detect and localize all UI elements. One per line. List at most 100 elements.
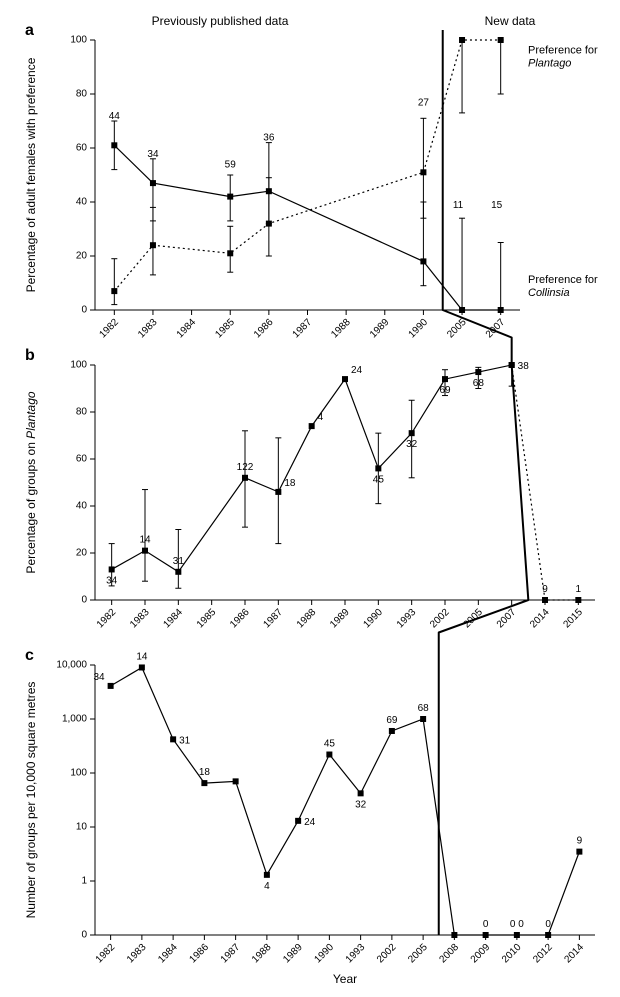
svg-text:1988: 1988 bbox=[329, 317, 353, 341]
svg-text:24: 24 bbox=[304, 817, 316, 828]
svg-text:1985: 1985 bbox=[213, 317, 237, 341]
svg-text:1989: 1989 bbox=[368, 317, 392, 341]
svg-text:69: 69 bbox=[439, 385, 451, 396]
svg-text:69: 69 bbox=[386, 715, 398, 726]
svg-text:a: a bbox=[25, 22, 34, 39]
svg-text:1982: 1982 bbox=[94, 942, 118, 966]
svg-text:1993: 1993 bbox=[344, 942, 368, 966]
svg-text:31: 31 bbox=[179, 735, 191, 746]
svg-text:Collinsia: Collinsia bbox=[528, 287, 570, 299]
svg-text:34: 34 bbox=[94, 672, 106, 683]
svg-text:Percentage of adult females wi: Percentage of adult females with prefere… bbox=[24, 57, 38, 292]
svg-text:1990: 1990 bbox=[407, 317, 431, 341]
svg-text:32: 32 bbox=[406, 439, 418, 450]
svg-text:0 0: 0 0 bbox=[510, 919, 524, 930]
svg-text:4: 4 bbox=[264, 881, 270, 892]
svg-text:11: 11 bbox=[453, 200, 464, 211]
svg-text:0: 0 bbox=[545, 919, 551, 930]
svg-text:80: 80 bbox=[76, 407, 88, 418]
svg-text:68: 68 bbox=[473, 378, 485, 389]
svg-text:2009: 2009 bbox=[469, 942, 493, 966]
svg-text:18: 18 bbox=[199, 767, 211, 778]
svg-text:2014: 2014 bbox=[528, 607, 552, 631]
svg-text:1987: 1987 bbox=[219, 942, 243, 966]
svg-text:40: 40 bbox=[76, 501, 88, 512]
svg-text:1983: 1983 bbox=[128, 607, 152, 631]
svg-text:0: 0 bbox=[483, 919, 489, 930]
svg-text:1988: 1988 bbox=[295, 607, 319, 631]
svg-text:1990: 1990 bbox=[361, 607, 385, 631]
svg-text:1984: 1984 bbox=[175, 317, 199, 341]
svg-text:1985: 1985 bbox=[195, 607, 219, 631]
svg-text:1988: 1988 bbox=[250, 942, 274, 966]
svg-text:38: 38 bbox=[518, 361, 530, 372]
svg-text:1993: 1993 bbox=[395, 607, 419, 631]
svg-text:80: 80 bbox=[76, 89, 88, 100]
svg-text:122: 122 bbox=[237, 462, 254, 473]
svg-text:2014: 2014 bbox=[563, 942, 587, 966]
svg-text:36: 36 bbox=[263, 133, 275, 144]
svg-text:Plantago: Plantago bbox=[528, 58, 571, 70]
svg-text:59: 59 bbox=[225, 160, 237, 171]
svg-text:2008: 2008 bbox=[438, 942, 462, 966]
svg-text:New data: New data bbox=[485, 14, 536, 28]
svg-text:14: 14 bbox=[139, 535, 151, 546]
svg-text:9: 9 bbox=[542, 584, 548, 595]
svg-text:1987: 1987 bbox=[261, 607, 285, 631]
svg-text:4: 4 bbox=[318, 412, 324, 423]
svg-text:1: 1 bbox=[81, 876, 87, 887]
svg-text:100: 100 bbox=[70, 35, 87, 46]
svg-text:32: 32 bbox=[355, 799, 367, 810]
svg-text:45: 45 bbox=[324, 739, 336, 750]
svg-text:2012: 2012 bbox=[531, 942, 555, 966]
svg-text:1987: 1987 bbox=[291, 317, 315, 341]
svg-text:2010: 2010 bbox=[500, 942, 524, 966]
svg-text:45: 45 bbox=[373, 474, 385, 485]
svg-text:31: 31 bbox=[173, 556, 185, 567]
svg-text:60: 60 bbox=[76, 454, 88, 465]
svg-text:2002: 2002 bbox=[428, 607, 452, 631]
svg-text:27: 27 bbox=[418, 98, 430, 109]
svg-text:10: 10 bbox=[76, 822, 88, 833]
svg-text:10,000: 10,000 bbox=[56, 660, 87, 671]
svg-text:2002: 2002 bbox=[375, 942, 399, 966]
svg-text:14: 14 bbox=[136, 651, 148, 662]
svg-text:1: 1 bbox=[576, 584, 582, 595]
svg-text:100: 100 bbox=[70, 768, 87, 779]
svg-text:1984: 1984 bbox=[156, 942, 180, 966]
svg-text:Preference for: Preference for bbox=[528, 274, 598, 286]
svg-text:1989: 1989 bbox=[328, 607, 352, 631]
svg-text:34: 34 bbox=[147, 149, 159, 160]
svg-text:15: 15 bbox=[491, 200, 503, 211]
svg-text:9: 9 bbox=[577, 836, 583, 847]
svg-text:34: 34 bbox=[106, 575, 118, 586]
svg-text:1983: 1983 bbox=[125, 942, 149, 966]
svg-text:1986: 1986 bbox=[188, 942, 212, 966]
svg-text:0: 0 bbox=[81, 305, 87, 316]
svg-text:68: 68 bbox=[418, 703, 430, 714]
figure: Previously published dataNew data0204060… bbox=[0, 0, 620, 997]
svg-text:20: 20 bbox=[76, 548, 88, 559]
svg-text:1986: 1986 bbox=[228, 607, 252, 631]
svg-text:1,000: 1,000 bbox=[62, 714, 87, 725]
svg-text:1990: 1990 bbox=[313, 942, 337, 966]
svg-text:Number of groups per 10,000 sq: Number of groups per 10,000 square metre… bbox=[24, 682, 38, 919]
svg-text:1982: 1982 bbox=[97, 317, 121, 341]
svg-text:c: c bbox=[25, 647, 34, 664]
figure-svg: Previously published dataNew data0204060… bbox=[0, 0, 620, 997]
svg-text:2005: 2005 bbox=[406, 942, 430, 966]
svg-text:0: 0 bbox=[81, 930, 87, 941]
svg-text:40: 40 bbox=[76, 197, 88, 208]
svg-text:Preference for: Preference for bbox=[528, 45, 598, 57]
svg-text:60: 60 bbox=[76, 143, 88, 154]
svg-text:1984: 1984 bbox=[161, 607, 185, 631]
svg-text:24: 24 bbox=[351, 365, 363, 376]
svg-text:1989: 1989 bbox=[281, 942, 305, 966]
svg-text:Previously published data: Previously published data bbox=[152, 14, 289, 28]
svg-text:2015: 2015 bbox=[561, 607, 585, 631]
svg-text:100: 100 bbox=[70, 360, 87, 371]
svg-text:44: 44 bbox=[109, 111, 121, 122]
svg-text:Percentage of groups on Planta: Percentage of groups on Plantago bbox=[24, 391, 38, 573]
svg-text:2005: 2005 bbox=[445, 317, 469, 341]
svg-text:18: 18 bbox=[284, 478, 296, 489]
